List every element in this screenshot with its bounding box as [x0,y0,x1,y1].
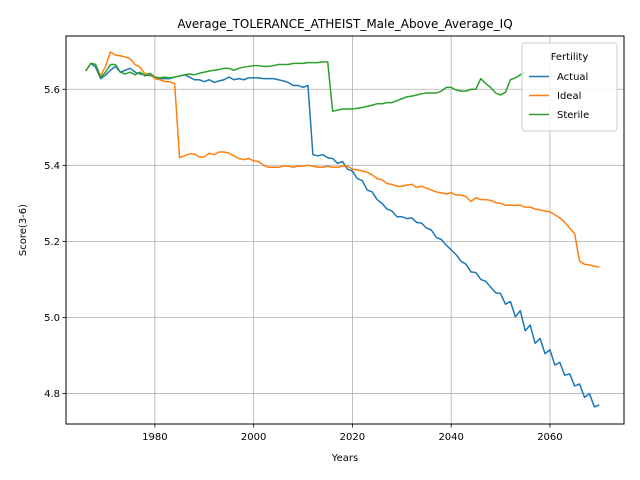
legend-box [521,42,618,132]
chart-title: Average_TOLERANCE_ATHEIST_Male_Above_Ave… [177,17,512,31]
x-tick-label: 2060 [537,432,562,443]
y-tick-label: 5.2 [44,237,60,248]
axis-ticks: 1980 2000 2020 2040 2060 4.8 5.0 5.2 5.4 5.6 [44,85,563,443]
x-tick-label: 2000 [241,432,266,443]
legend-label-sterile: Sterile [557,110,589,121]
y-tick-label: 5.6 [44,85,60,96]
legend: Fertility Actual Ideal Sterile [521,42,618,132]
series-lines [85,51,600,408]
series-line-ideal [85,51,600,269]
legend-title: Fertility [551,52,589,63]
x-tick-label: 1980 [142,432,167,443]
y-tick-label: 4.8 [44,389,60,400]
x-tick-label: 2040 [438,432,463,443]
y-tick-label: 5.4 [44,161,60,172]
y-tick-label: 5.0 [44,313,60,324]
x-axis-title: Years [331,453,358,464]
series-line-sterile [85,61,526,113]
legend-label-actual: Actual [557,72,588,83]
plot-area-frame [65,35,625,425]
y-axis-title: Score(3-6) [18,204,29,256]
x-tick-label: 2020 [340,432,365,443]
legend-label-ideal: Ideal [557,91,581,102]
